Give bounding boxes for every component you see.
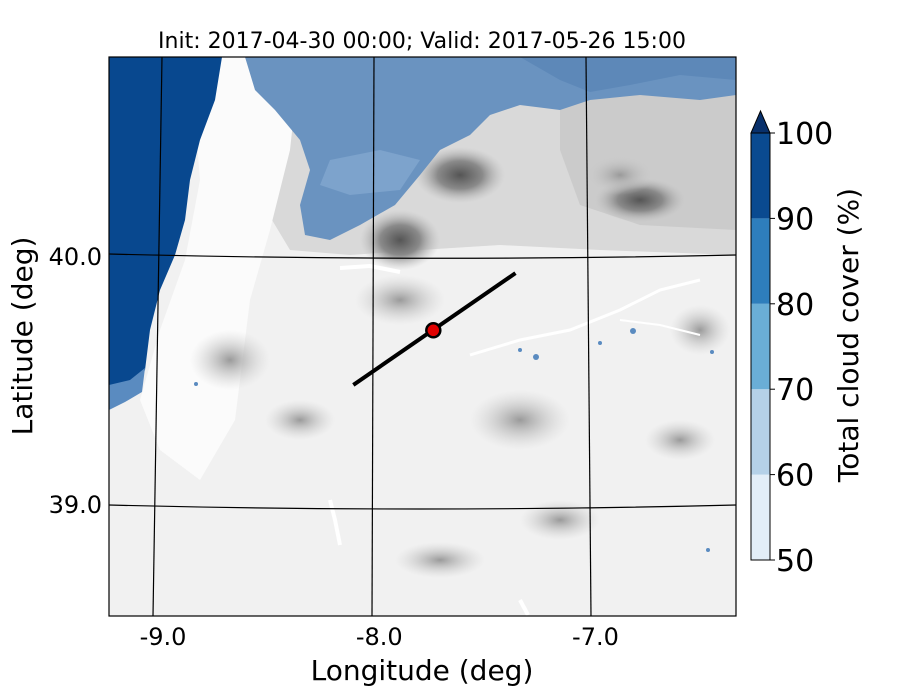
cloud-speck — [518, 348, 522, 352]
terrain-peak — [265, 400, 335, 440]
colorbar-segment — [751, 389, 770, 475]
cloud-band-north-light — [520, 57, 736, 92]
colorbar-tick-label: 100 — [776, 117, 833, 152]
colorbar-tick-label: 50 — [776, 544, 814, 579]
x-tick-label: -7.0 — [572, 623, 619, 651]
location-marker — [425, 322, 442, 339]
colorbar-label: Total cloud cover (%) — [832, 188, 865, 483]
plot-frame — [108, 56, 737, 617]
river — [469, 278, 701, 357]
cloud-speck — [706, 548, 710, 552]
y-tick-label: 40.0 — [49, 243, 102, 271]
colorbar-tick-label: 90 — [776, 202, 814, 237]
x-tick-label: -8.0 — [356, 623, 403, 651]
y-axis-label: Latitude (deg) — [6, 237, 39, 436]
parallel-line — [109, 253, 736, 259]
terrain-peak — [670, 305, 730, 355]
terrain-peak — [190, 330, 270, 390]
coast-white — [140, 57, 300, 480]
colorbar-tick-label: 60 — [776, 459, 814, 494]
cloud-ocean-edge — [109, 368, 145, 410]
x-axis-label: Longitude (deg) — [311, 654, 534, 687]
meridian-line — [371, 57, 375, 616]
river — [619, 319, 701, 336]
terrain-peak — [645, 420, 715, 460]
parallel-line — [109, 504, 736, 510]
colorbar: 50 60 70 80 90 100 — [750, 109, 833, 579]
graticule — [109, 57, 736, 616]
colorbar-segment — [751, 303, 770, 390]
meridian-line — [152, 57, 163, 616]
terrain-peak — [360, 210, 440, 270]
cloud-speck — [598, 341, 602, 345]
terrain-peak — [355, 275, 445, 325]
terrain-peak — [395, 542, 485, 578]
colorbar-segment — [751, 218, 770, 304]
river — [328, 499, 342, 546]
colorbar-tick-label: 80 — [776, 288, 814, 323]
x-tick-label: -9.0 — [140, 623, 187, 651]
chart-title: Init: 2017-04-30 00:00; Valid: 2017-05-2… — [158, 29, 686, 54]
colorbar-tick-label: 70 — [776, 373, 814, 408]
cloud-speck — [533, 354, 539, 360]
colorbar-segment — [751, 474, 770, 560]
river — [518, 599, 530, 616]
cloud-patch — [320, 150, 420, 195]
river — [339, 263, 401, 274]
map-area — [109, 57, 736, 616]
colorbar-segment — [751, 133, 770, 219]
terrain-peak — [470, 390, 570, 450]
terrain-peak — [520, 500, 600, 540]
x-axis-ticks: -9.0 -8.0 -7.0 — [140, 623, 619, 651]
terrain-peak — [585, 155, 655, 195]
cloud-speck — [194, 382, 198, 386]
cloud-band-north — [245, 57, 736, 240]
colorbar-extend-arrow — [750, 109, 771, 134]
cloud-ocean — [109, 57, 222, 400]
y-axis-ticks: 40.0 39.0 — [49, 243, 102, 519]
y-tick-label: 39.0 — [49, 491, 102, 519]
colorbar-frame — [750, 132, 771, 561]
cloud-speck — [630, 328, 636, 334]
cloud-speck — [710, 350, 714, 354]
meridian-line — [585, 57, 592, 616]
terrain-peak — [415, 147, 505, 203]
